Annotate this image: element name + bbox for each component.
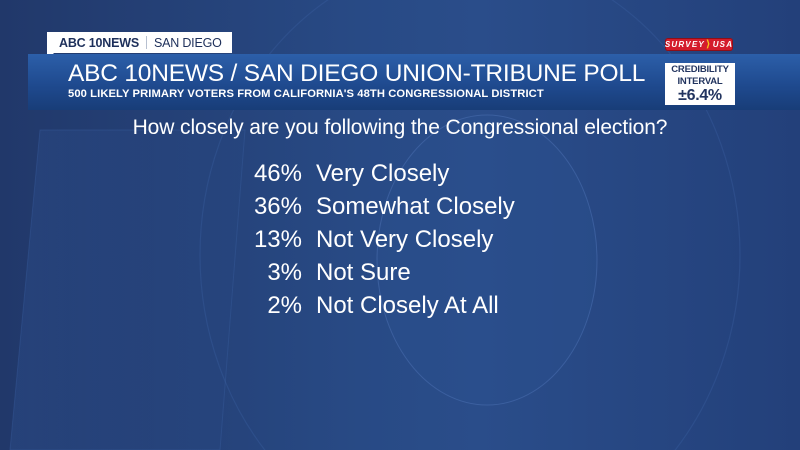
station-city: SAN DIEGO: [153, 35, 222, 50]
surveyusa-left: SURVEY: [664, 40, 705, 49]
credibility-interval-box: CREDIBILITY INTERVAL ±6.4%: [665, 63, 735, 105]
result-row: 36% Somewhat Closely: [240, 190, 640, 223]
result-row: 3% Not Sure: [240, 256, 640, 289]
credibility-value: ±6.4%: [678, 87, 722, 104]
result-row: 13% Not Very Closely: [240, 223, 640, 256]
surveyusa-right: USA: [712, 40, 734, 49]
credibility-label-2: INTERVAL: [677, 76, 723, 87]
result-label: Not Closely At All: [316, 291, 499, 319]
result-percent: 46%: [253, 159, 302, 187]
result-label: Very Closely: [316, 159, 450, 187]
result-label: Somewhat Closely: [316, 192, 515, 220]
result-row: 2% Not Closely At All: [240, 289, 640, 322]
result-label: Not Very Closely: [316, 225, 494, 253]
poll-subtitle: 500 LIKELY PRIMARY VOTERS FROM CALIFORNI…: [68, 88, 544, 100]
station-brand: ABC 10NEWS: [59, 35, 139, 50]
surveyusa-logo: SURVEY ⟩ USA: [665, 38, 733, 51]
result-percent: 13%: [253, 225, 302, 253]
result-percent: 2%: [267, 291, 302, 319]
result-row: 46% Very Closely: [240, 157, 640, 190]
results-list: 46% Very Closely 36% Somewhat Closely 13…: [240, 157, 640, 322]
result-label: Not Sure: [316, 258, 411, 286]
credibility-label-1: CREDIBILITY: [671, 64, 729, 75]
poll-question: How closely are you following the Congre…: [132, 116, 668, 139]
result-percent: 3%: [267, 258, 302, 286]
bolt-icon: ⟩: [705, 39, 712, 50]
result-percent: 36%: [253, 192, 302, 220]
poll-title: ABC 10NEWS / SAN DIEGO UNION-TRIBUNE POL…: [68, 60, 646, 87]
tag-divider: [145, 36, 147, 49]
station-tag: ABC 10NEWS SAN DIEGO: [47, 32, 232, 60]
